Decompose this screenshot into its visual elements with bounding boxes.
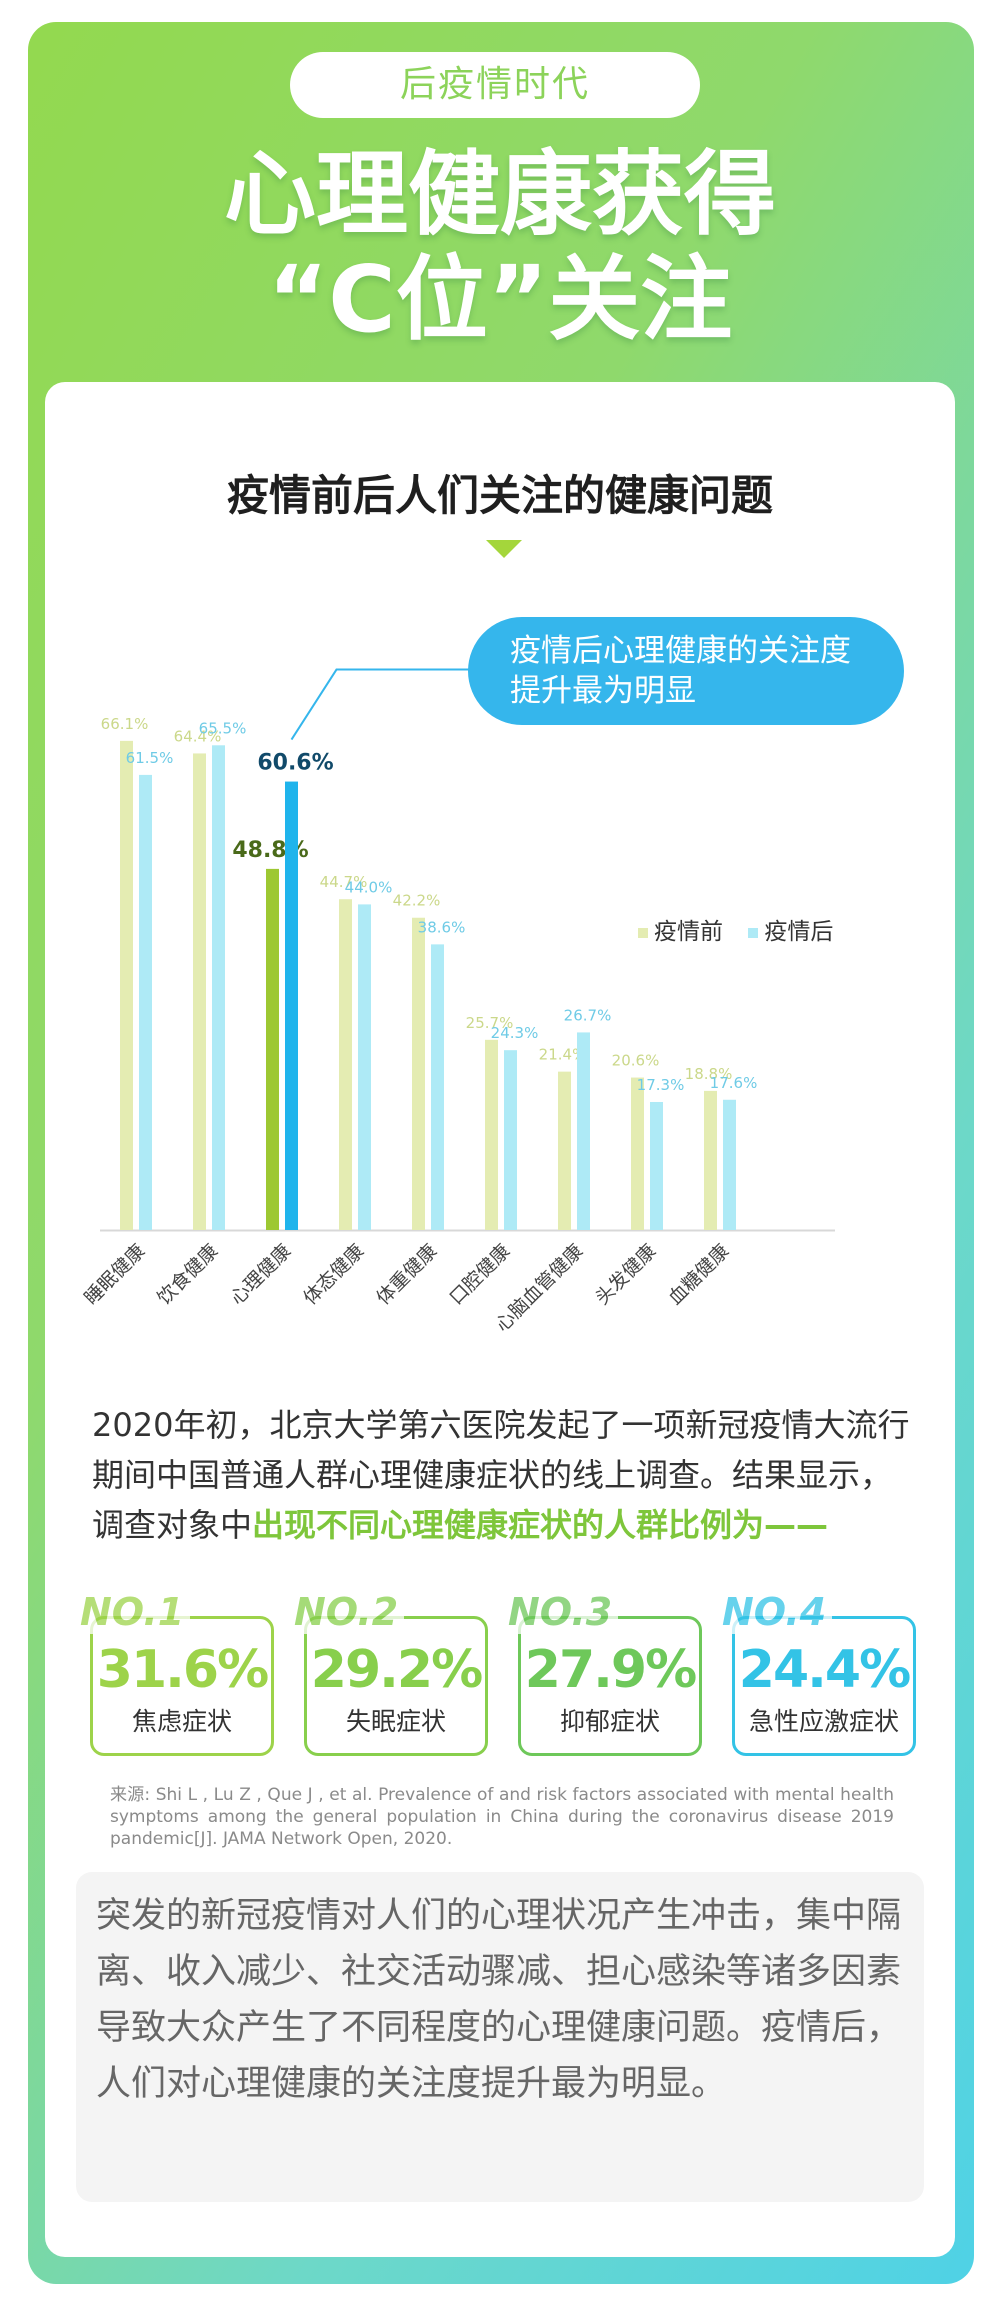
category-label: 睡眠健康 <box>80 1240 149 1309</box>
bar-after <box>650 1101 663 1230</box>
bar-after <box>431 944 444 1230</box>
bar-value-label: 65.5% <box>199 719 247 737</box>
down-triangle-icon <box>486 540 522 558</box>
bar-chart: 66.1%61.5%睡眠健康64.4%65.5%饮食健康48.8%60.6%心理… <box>80 668 835 1336</box>
stat-percent: 24.4% <box>738 1640 911 1700</box>
stat-percent: 27.9% <box>524 1640 697 1700</box>
bar-before <box>339 899 352 1230</box>
bar-after <box>285 781 298 1230</box>
bar-value-label: 26.7% <box>564 1006 612 1024</box>
headline-line-2: “C位”关注 <box>267 246 733 353</box>
bar-before <box>193 753 206 1230</box>
summary-paragraph: 突发的新冠疫情对人们的心理状况产生冲击，集中隔离、收入减少、社交活动骤减、担心感… <box>96 1896 902 2104</box>
bar-value-label: 17.3% <box>637 1076 685 1094</box>
legend-swatch-after <box>748 927 759 938</box>
bar-before <box>485 1039 498 1230</box>
stat-box <box>304 1616 488 1756</box>
survey-text: 2020年初，北京大学第六医院发起了一项新冠疫情大流行期间中国普通人群心理健康症… <box>92 1406 910 1544</box>
bar-before <box>120 740 133 1230</box>
bar-value-label: 25.7% <box>466 1014 514 1032</box>
category-label: 头发健康 <box>591 1240 660 1309</box>
bar-value-label: 60.6% <box>257 751 333 776</box>
bar-before <box>704 1090 717 1230</box>
stat-percent: 29.2% <box>310 1640 483 1700</box>
bar-value-label: 66.1% <box>101 715 149 733</box>
bar-before <box>266 868 279 1230</box>
stat-card-3: NO.3 27.9% 抑郁症状 <box>506 1590 702 1760</box>
chart-title: 疫情前后人们关注的健康问题 <box>226 471 773 520</box>
category-label: 血糖健康 <box>664 1240 733 1309</box>
stat-box <box>732 1616 916 1756</box>
callout-bubble: 疫情后心理健康的关注度 提升最为明显 <box>468 617 904 725</box>
stat-card-4: NO.4 24.4% 急性应激症状 <box>720 1590 916 1760</box>
bar-value-label: 21.4% <box>539 1046 587 1064</box>
category-label: 口腔健康 <box>445 1240 514 1309</box>
source-citation: 来源: Shi L , Lu Z , Que J , et al. Preval… <box>110 1785 894 1849</box>
stat-box <box>90 1616 274 1756</box>
category-label: 体重健康 <box>372 1240 441 1309</box>
stats-row: NO.1 31.6% 焦虑症状 NO.2 29.2% 失眠症状 NO.3 27.… <box>78 1590 938 1770</box>
bar-value-label: 64.4% <box>174 727 222 745</box>
bar-before <box>558 1071 571 1230</box>
legend-label-before: 疫情前 <box>654 919 723 945</box>
bar-after <box>139 774 152 1230</box>
bar-value-label: 44.0% <box>345 878 393 896</box>
category-label: 体态健康 <box>299 1240 368 1309</box>
legend-swatch-before <box>638 927 648 938</box>
stat-percent: 31.6% <box>96 1640 269 1700</box>
stat-label: 失眠症状 <box>345 1707 446 1736</box>
callout-line-2: 提升最为明显 <box>510 673 696 709</box>
stat-label: 急性应激症状 <box>748 1707 899 1736</box>
callout-connector <box>290 668 470 741</box>
bar-value-label: 38.6% <box>418 918 466 936</box>
bar-value-label: 61.5% <box>126 749 174 767</box>
bar-value-label: 20.6% <box>612 1052 660 1070</box>
category-label: 心理健康 <box>226 1240 295 1309</box>
era-pill: 后疫情时代 <box>290 52 700 118</box>
bar-value-label: 44.7% <box>320 873 368 891</box>
stat-label: 焦虑症状 <box>131 1707 232 1736</box>
bar-after <box>212 745 225 1230</box>
chart-legend: 疫情前 疫情后 <box>638 912 833 946</box>
stat-rank: NO.3 <box>506 1590 619 1634</box>
stat-label: 抑郁症状 <box>559 1707 660 1736</box>
bar-value-label: 17.6% <box>710 1074 758 1092</box>
stat-card-2: NO.2 29.2% 失眠症状 <box>292 1590 488 1760</box>
legend-label-after: 疫情后 <box>764 919 834 945</box>
summary-box <box>76 1872 924 2202</box>
bar-after <box>577 1032 590 1230</box>
stat-card-1: NO.1 31.6% 焦虑症状 <box>78 1590 274 1760</box>
category-label: 饮食健康 <box>153 1240 222 1309</box>
bar-before <box>412 917 425 1230</box>
bar-after <box>358 904 371 1230</box>
bar-value-label: 18.8% <box>685 1065 733 1083</box>
stat-rank: NO.4 <box>720 1590 833 1634</box>
bar-value-label: 24.3% <box>491 1024 539 1042</box>
stat-rank: NO.2 <box>292 1590 405 1634</box>
survey-highlight: 出现不同心理健康症状的人群比例为—— <box>252 1506 829 1544</box>
bar-after <box>504 1050 517 1230</box>
bar-after <box>723 1099 736 1230</box>
callout-line-1: 疫情后心理健康的关注度 <box>510 633 851 669</box>
bar-before <box>631 1077 644 1230</box>
headline-line-1: 心理健康获得 <box>223 141 776 248</box>
stat-rank: NO.1 <box>78 1590 191 1634</box>
bar-value-label: 42.2% <box>393 892 441 910</box>
survey-paragraph: 2020年初，北京大学第六医院发起了一项新冠疫情大流行期间中国普通人群心理健康症… <box>92 1400 912 1550</box>
